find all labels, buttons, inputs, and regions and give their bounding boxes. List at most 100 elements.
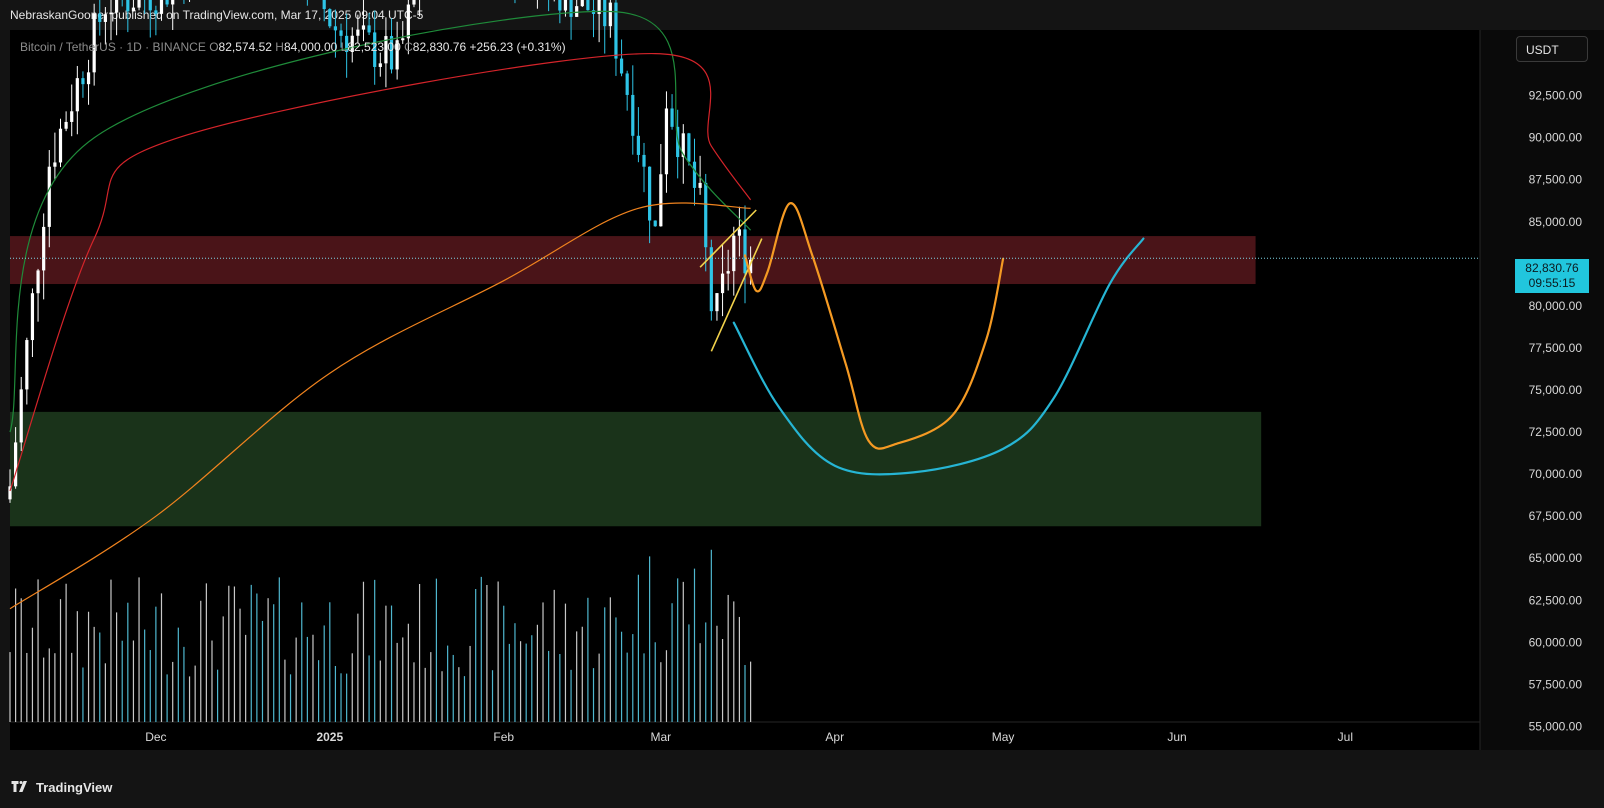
candle-body [25,340,29,390]
candle-body [328,9,332,27]
candle-body [401,38,405,41]
price-axis-pane [1480,30,1604,750]
candle-body [681,133,685,158]
candle-body [558,0,562,11]
candle-body [653,220,657,227]
wedge-upper-line [699,209,757,268]
candle-body [737,229,741,236]
candle-body [575,6,579,17]
tradingview-brand[interactable]: TradingView [10,780,112,795]
candle-body [406,4,410,39]
candle-body [70,111,74,122]
time-tick-label: Mar [651,730,672,744]
candle-body [154,10,158,14]
candle-body [586,0,590,11]
plot-area [10,30,1480,750]
candle-body [692,161,697,188]
publisher-title: NebraskanGooner published on TradingView… [10,8,424,22]
price-tick-label: 75,000.00 [1529,383,1583,397]
price-tick-label: 62,500.00 [1529,593,1583,607]
time-tick-label: Jul [1338,730,1353,744]
candle-body [625,73,629,95]
candle-body [53,162,57,167]
candle-body [580,0,584,7]
candle-body [131,7,136,12]
moving-average-line [9,52,752,492]
candle-body [373,32,377,67]
candle-body [743,229,747,274]
price-tick-label: 85,000.00 [1529,215,1583,229]
candle-body [642,154,646,167]
time-tick-label: Dec [145,730,166,744]
publisher-header: NebraskanGooner published on TradingView… [0,0,1604,30]
time-tick-label: Jun [1167,730,1186,744]
change-value: +256.23 (+0.31%) [469,40,566,54]
time-tick-label: 2025 [316,730,343,744]
candle-body [715,293,719,312]
bar-countdown: 09:55:15 [1528,276,1576,290]
currency-button[interactable]: USDT [1516,36,1588,62]
candle-body [687,133,691,162]
candle-body [36,270,40,294]
brand-name: TradingView [36,780,113,795]
candle-body [631,94,635,136]
high-value: 84,000.00 [283,40,338,54]
candle-body [698,182,702,188]
high-label: H [275,40,284,54]
candle-body [389,36,394,70]
candle-body [709,247,713,312]
projection-path [732,237,1145,476]
last-price-label: 82,830.76 09:55:15 [1515,259,1589,293]
symbol-name: Bitcoin / TetherUS · 1D · BINANCE [20,40,206,54]
candle-body [159,0,164,14]
candle-body [75,78,79,112]
price-tick-label: 67,500.00 [1529,509,1583,523]
volume-bars [9,549,752,722]
candle-body [58,128,63,163]
candle-body [378,63,382,67]
candle-body [350,35,354,52]
candle-body [563,0,568,11]
open-label: O [209,40,219,54]
time-tick-label: Apr [825,730,844,744]
price-tick-label: 57,500.00 [1529,677,1583,691]
candle-body [92,13,96,73]
candle-body [597,0,601,14]
candle-body [148,0,152,11]
candle-body [14,442,18,487]
time-tick-label: May [992,730,1015,744]
candle-body [614,2,618,59]
close-label: C [404,40,413,54]
projection-path [743,202,1005,450]
candle-body [384,36,388,64]
candle-body [395,40,399,70]
last-price-value: 82,830.76 [1525,261,1579,275]
price-tick-label: 65,000.00 [1529,551,1583,565]
price-tick-label: 92,500.00 [1529,89,1583,103]
candle-body [749,259,753,274]
candle-body [569,0,573,17]
candle-body [126,0,130,12]
time-tick-label: Feb [493,730,514,744]
candle-body [345,35,349,52]
candle-body [103,14,107,22]
candle-body [86,72,91,85]
low-value: 82,523.00 [347,40,401,54]
candle-body [361,25,366,30]
candle-body [47,166,51,227]
candle-body [165,0,169,5]
footer-bar: TradingView [0,770,1604,808]
candle-body [648,166,652,221]
candle-body [619,58,624,74]
candle-body [42,226,46,271]
candle-body [98,13,102,22]
candle-body [115,0,119,13]
candle-body [412,0,416,5]
candle-body [704,182,708,248]
low-label: L [340,40,348,54]
candle-body [19,389,23,443]
moving-average-line [9,10,752,433]
price-chart[interactable]: 95,000.0092,500.0090,000.0087,500.0085,0… [0,0,1604,770]
candle-body [720,273,725,294]
candle-body [8,486,12,500]
